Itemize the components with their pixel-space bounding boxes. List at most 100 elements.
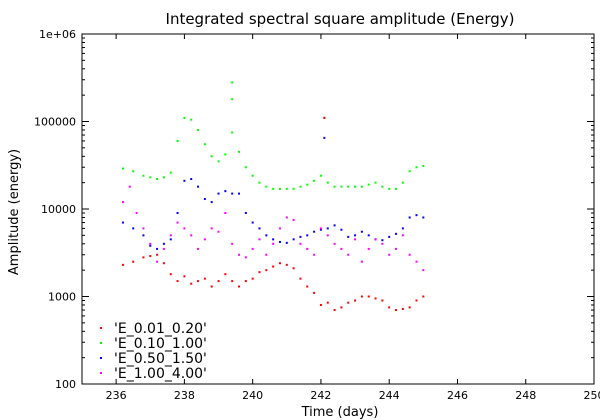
data-point-series-3 bbox=[388, 235, 391, 238]
data-point-series-4 bbox=[121, 201, 124, 204]
data-point-series-3 bbox=[132, 227, 135, 230]
chart-title: Integrated spectral square amplitude (En… bbox=[166, 10, 515, 28]
data-point-series-3 bbox=[360, 230, 363, 233]
data-point-series-2 bbox=[169, 171, 172, 174]
data-point-series-4 bbox=[306, 247, 309, 250]
data-point-series-3 bbox=[415, 214, 418, 217]
data-point-series-3 bbox=[142, 234, 145, 237]
data-point-series-1 bbox=[231, 280, 234, 283]
data-point-series-2 bbox=[401, 181, 404, 184]
data-point-series-3 bbox=[244, 212, 247, 215]
data-point-series-3 bbox=[306, 234, 309, 237]
data-point-series-1 bbox=[278, 262, 281, 265]
x-axis-ticks: 236 238 240 242 244 246 248 250 bbox=[106, 34, 600, 402]
data-point-series-1 bbox=[313, 291, 316, 294]
data-point-series-3 bbox=[313, 230, 316, 233]
data-point-series-4 bbox=[381, 242, 384, 245]
data-point-series-4 bbox=[333, 242, 336, 245]
data-point-series-2 bbox=[265, 185, 268, 188]
data-point-series-3 bbox=[299, 235, 302, 238]
data-point-series-3 bbox=[258, 227, 261, 230]
x-tick-label: 250 bbox=[584, 389, 600, 402]
data-point-series-1 bbox=[347, 301, 350, 304]
data-point-series-1 bbox=[224, 273, 227, 276]
data-point-series-4 bbox=[347, 253, 350, 256]
data-point-series-2 bbox=[422, 165, 425, 168]
data-point-series-1 bbox=[333, 309, 336, 312]
x-tick-label: 248 bbox=[515, 389, 536, 402]
data-point-series-3 bbox=[285, 241, 288, 244]
data-point-series-1 bbox=[265, 269, 268, 272]
x-tick-label: 238 bbox=[174, 389, 195, 402]
data-point-series-4 bbox=[231, 242, 234, 245]
data-point-series-1 bbox=[299, 277, 302, 280]
data-point-series-1 bbox=[132, 260, 135, 263]
data-point-series-2 bbox=[231, 131, 234, 134]
data-point-series-3 bbox=[238, 192, 241, 195]
legend-marker bbox=[100, 327, 102, 329]
outlier-point bbox=[323, 116, 326, 119]
data-point-series-3 bbox=[401, 227, 404, 230]
data-point-series-2 bbox=[367, 183, 370, 186]
legend-marker bbox=[100, 342, 102, 344]
data-point-series-4 bbox=[388, 253, 391, 256]
legend-entry: 'E_1.00_4.00' bbox=[114, 366, 207, 382]
data-point-series-2 bbox=[319, 174, 322, 177]
data-point-series-3 bbox=[265, 234, 268, 237]
data-point-series-2 bbox=[258, 181, 261, 184]
data-point-series-2 bbox=[272, 187, 275, 190]
y-tick-label: 10000 bbox=[41, 203, 76, 216]
data-point-series-4 bbox=[169, 234, 172, 237]
data-point-series-3 bbox=[197, 185, 200, 188]
data-point-series-2 bbox=[360, 185, 363, 188]
data-point-series-1 bbox=[258, 271, 261, 274]
data-point-series-1 bbox=[251, 277, 254, 280]
data-point-series-1 bbox=[374, 297, 377, 300]
data-point-series-4 bbox=[408, 253, 411, 256]
data-point-series-2 bbox=[217, 160, 220, 163]
outlier-point bbox=[231, 81, 234, 84]
data-point-series-4 bbox=[156, 260, 159, 263]
data-point-series-2 bbox=[408, 170, 411, 173]
data-point-series-1 bbox=[415, 299, 418, 302]
data-point-series-3 bbox=[292, 238, 295, 241]
data-point-series-1 bbox=[169, 273, 172, 276]
legend-entry: 'E_0.50_1.50' bbox=[114, 351, 207, 367]
data-point-series-2 bbox=[142, 174, 145, 177]
data-point-series-4 bbox=[244, 256, 247, 259]
data-point-series-2 bbox=[183, 116, 186, 119]
data-point-series-1 bbox=[285, 263, 288, 266]
data-point-series-1 bbox=[183, 275, 186, 278]
data-point-series-1 bbox=[272, 265, 275, 268]
data-point-series-1 bbox=[238, 285, 241, 288]
data-point-series-4 bbox=[319, 227, 322, 230]
data-point-series-3 bbox=[251, 221, 254, 224]
data-point-series-1 bbox=[244, 280, 247, 283]
data-point-series-2 bbox=[251, 174, 254, 177]
data-point-series-3 bbox=[319, 228, 322, 231]
data-point-series-3 bbox=[395, 232, 398, 235]
data-point-series-1 bbox=[210, 285, 213, 288]
x-tick-label: 246 bbox=[447, 389, 468, 402]
data-point-series-4 bbox=[217, 230, 220, 233]
legend-marker bbox=[100, 372, 102, 374]
data-point-series-4 bbox=[142, 227, 145, 230]
data-point-series-1 bbox=[319, 303, 322, 306]
data-point-series-3 bbox=[422, 216, 425, 219]
data-point-series-1 bbox=[326, 301, 329, 304]
data-point-series-4 bbox=[278, 227, 281, 230]
data-point-series-4 bbox=[422, 269, 425, 272]
data-point-series-2 bbox=[224, 153, 227, 156]
data-point-series-2 bbox=[381, 185, 384, 188]
data-point-series-2 bbox=[190, 118, 193, 121]
plot-area: 236238240242244246248250 100100010000100… bbox=[34, 28, 600, 402]
data-point-series-1 bbox=[162, 262, 165, 265]
outlier-point bbox=[231, 98, 234, 101]
data-point-series-4 bbox=[210, 227, 213, 230]
data-point-series-1 bbox=[360, 295, 363, 298]
x-tick-label: 242 bbox=[310, 389, 331, 402]
data-point-series-2 bbox=[333, 185, 336, 188]
data-point-series-2 bbox=[354, 185, 357, 188]
data-point-series-4 bbox=[197, 247, 200, 250]
data-point-series-3 bbox=[176, 212, 179, 215]
